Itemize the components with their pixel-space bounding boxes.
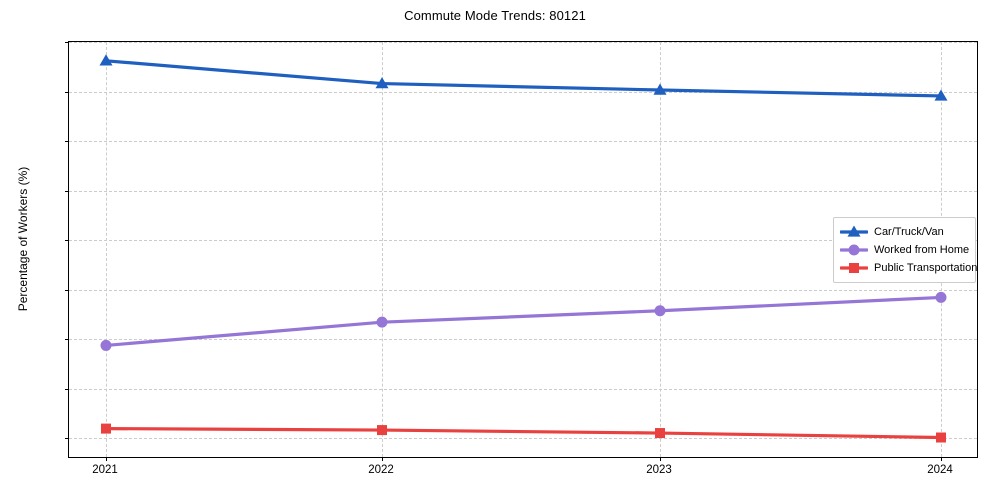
- data-point-marker: [376, 316, 388, 328]
- gridline-horizontal: [69, 289, 977, 291]
- series-line: [104, 295, 943, 348]
- gridline-horizontal: [69, 339, 977, 340]
- y-tick-mark: [65, 388, 69, 390]
- x-tick-label: 2021: [92, 464, 118, 476]
- data-point-marker: [99, 54, 113, 66]
- data-point-marker: [934, 89, 948, 101]
- y-tick-mark: [65, 339, 69, 340]
- legend-label: Worked from Home: [874, 244, 970, 256]
- legend-label: Public Transportation: [874, 262, 978, 274]
- gridline-horizontal: [69, 190, 977, 192]
- series-car-truck-van: [99, 54, 948, 101]
- gridline-horizontal: [69, 388, 977, 390]
- x-tick-mark: [106, 457, 107, 461]
- y-axis-label: Percentage of Workers (%): [16, 166, 30, 312]
- series-layer: [99, 54, 948, 443]
- gridline-horizontal: [69, 141, 977, 142]
- series-public-transportation: [101, 423, 946, 443]
- gridline-vertical: [660, 42, 661, 457]
- x-tick-mark: [941, 457, 942, 461]
- series-line: [104, 59, 943, 98]
- legend-label: Car/Truck/Van: [874, 226, 944, 238]
- data-point-marker: [377, 425, 387, 436]
- data-point-marker: [653, 83, 667, 95]
- legend-item[interactable]: Worked from Home: [839, 241, 970, 259]
- gridline-horizontal: [69, 240, 977, 241]
- gridline-horizontal: [69, 42, 977, 43]
- x-tick-label: 2024: [927, 464, 953, 476]
- data-point-marker: [101, 423, 111, 434]
- x-tick-mark: [660, 457, 661, 461]
- data-point-marker: [375, 77, 389, 89]
- legend-swatch-square-icon: [839, 259, 869, 277]
- x-tick-mark: [382, 457, 383, 461]
- data-point-marker: [847, 225, 861, 237]
- legend-item[interactable]: Public Transportation: [839, 259, 977, 277]
- y-tick-mark: [65, 240, 69, 241]
- y-tick-mark: [65, 42, 69, 43]
- gridline-vertical: [106, 42, 107, 457]
- gridline-horizontal: [69, 438, 977, 439]
- data-point-marker: [100, 339, 112, 351]
- gridline-horizontal: [69, 91, 977, 93]
- chart-legend: Car/Truck/Van Worked from Home Public Tran…: [833, 217, 977, 283]
- y-tick-mark: [65, 141, 69, 142]
- series-worked-from-home: [100, 291, 947, 351]
- gridline-vertical: [382, 42, 383, 457]
- y-tick-mark: [65, 91, 69, 93]
- x-tick-label: 2023: [646, 464, 672, 476]
- legend-item[interactable]: Car/Truck/Van: [839, 223, 969, 241]
- x-tick-label: 2022: [368, 464, 394, 476]
- series-line: [104, 426, 943, 440]
- legend-swatch-triangle-icon: [839, 223, 869, 241]
- data-point-marker: [655, 428, 665, 439]
- chart-title: Commute Mode Trends: 80121: [404, 8, 586, 23]
- data-point-marker: [936, 432, 946, 443]
- data-point-marker: [654, 305, 666, 317]
- y-tick-mark: [65, 289, 69, 291]
- plot-area: [65, 41, 978, 461]
- data-point-marker: [848, 244, 860, 256]
- y-tick-mark: [65, 438, 69, 439]
- legend-swatch-circle-icon: [839, 241, 869, 259]
- data-point-marker: [849, 263, 859, 273]
- data-point-marker: [935, 291, 947, 303]
- y-tick-mark: [65, 190, 69, 192]
